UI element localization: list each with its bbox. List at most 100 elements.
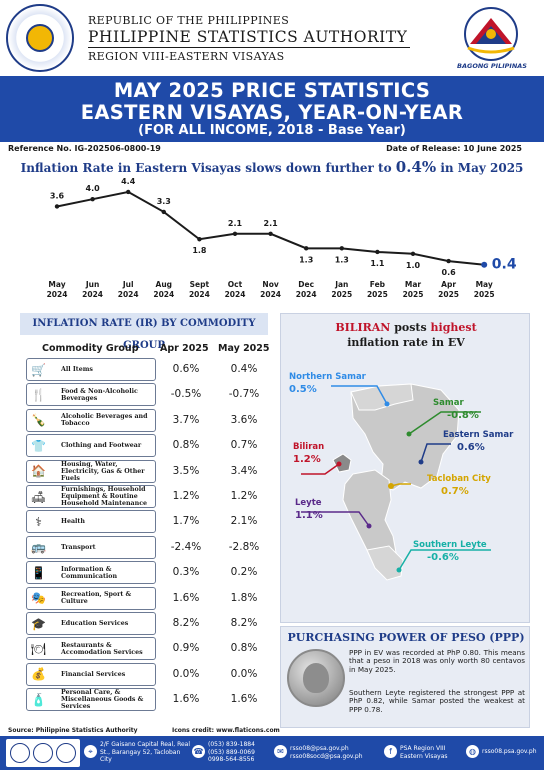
province-name: Biliran [293, 442, 325, 452]
source-note: Source: Philippine Statistics Authority [8, 727, 138, 734]
phone-icon: 📱 [31, 565, 46, 580]
province-name: Southern Leyte [413, 540, 487, 550]
title-line1: MAY 2025 PRICE STATISTICS [113, 79, 431, 102]
header-republic: REPUBLIC OF THE PHILIPPINES [88, 14, 290, 27]
footer-website[interactable]: rsso08.psa.gov.ph [482, 748, 537, 755]
apr-value: -0.5% [170, 388, 202, 401]
header-region: REGION VIII-EASTERN VISAYAS [88, 50, 285, 63]
may-value: 3.6% [230, 413, 258, 426]
data-point [339, 246, 344, 251]
x-tick-label: May 2024 [40, 280, 74, 300]
x-tick-month: Oct [227, 280, 243, 289]
commodity-label: Furnishings, Household Equipment & Routi… [61, 486, 148, 507]
personal-care-icon: 🧴 [31, 692, 46, 707]
footer-facebook[interactable]: PSA Region VIII Eastern Visayas [400, 745, 448, 760]
table-row: 💰 Financial Services [26, 662, 156, 686]
x-tick-month: Nov [262, 280, 279, 289]
data-point [90, 197, 95, 202]
province-value: 0.7% [441, 486, 469, 497]
restaurant-icon: 🍽 [30, 641, 47, 656]
ppp-paragraph-1: PPP in EV was recorded at PhP 0.80. This… [349, 648, 525, 674]
chart-svg: 3.6 4.0 4.4 3.3 1.8 2.1 2.1 1.3 1.3 1.1 1.0 0.6 0.4 [50, 177, 517, 277]
leader-eastern-samar [420, 443, 451, 463]
globe-icon: ◍ [466, 745, 479, 758]
email-icon: ✉ [274, 745, 287, 758]
inflation-line-chart: 3.6 4.0 4.4 3.3 1.8 2.1 2.1 1.3 1.3 1.1 1.0 0.6 0.4 [0, 172, 544, 302]
x-tick-year: 2024 [224, 290, 246, 299]
table-row: 🧴 Personal Care, & Miscellaneous Goods & … [26, 688, 156, 712]
may-value: 3.4% [230, 464, 258, 477]
table-row: 👕 Clothing and Footwear [26, 434, 156, 458]
apr-value: 3.5% [172, 464, 200, 477]
may-value: -0.7% [228, 388, 260, 401]
may-value: 0.2% [230, 566, 258, 579]
x-tick-label: Jun 2024 [76, 280, 110, 300]
x-tick-month: Dec [298, 280, 315, 289]
leader-southern-leyte [398, 549, 491, 571]
apr-value: 3.7% [172, 413, 200, 426]
commodity-label: Recreation, Sport & Culture [61, 591, 132, 606]
chart-headline: Inflation Rate in Eastern Visayas slows … [0, 158, 544, 176]
x-tick-label: Aug 2024 [147, 280, 181, 300]
header-agency: PHILIPPINE STATISTICS AUTHORITY [88, 28, 408, 46]
footer-emails[interactable]: rsso08@psa.gov.ph rsso08socd@psa.gov.ph [290, 745, 363, 760]
x-tick-month: May [48, 280, 66, 289]
data-point [54, 204, 60, 209]
table-row: 🎓 Education Services [26, 612, 156, 635]
data-label: 1.3 [299, 255, 313, 264]
data-point [126, 189, 131, 195]
data-label: 0.4 [492, 257, 517, 273]
commodity-label: Personal Care, & Miscellaneous Goods & S… [61, 689, 144, 711]
x-tick-month: Feb [369, 280, 386, 289]
x-tick-month: Jan [335, 280, 349, 289]
province-name: Eastern Samar [443, 430, 514, 440]
x-tick-year: 2025 [402, 290, 424, 299]
apr-value: 1.7% [172, 515, 200, 528]
map-title: BILIRAN posts highest inflation rate in … [281, 320, 531, 350]
commodity-label: Education Services [61, 620, 129, 627]
commodity-label: Information & Communication [61, 565, 118, 580]
table-row: 🚌 Transport [26, 535, 156, 559]
page-header: REPUBLIC OF THE PHILIPPINES PHILIPPINE S… [0, 0, 544, 76]
theater-icon: 🎭 [31, 591, 46, 606]
col-header-apr: Apr 2025 [160, 343, 209, 354]
footer-logo-2 [33, 743, 53, 763]
northern-samar-shape [350, 383, 414, 411]
inflation-series-line [56, 190, 485, 266]
col-header-may: May 2025 [218, 343, 270, 354]
seal-sun-icon [26, 24, 54, 52]
map-title-posts: posts [390, 321, 431, 334]
province-name: Leyte [295, 498, 322, 508]
shopping-cart-icon: 🛒 [31, 362, 46, 377]
x-tick-year: 2025 [438, 290, 460, 299]
x-tick-year: 2024 [82, 290, 104, 299]
table-row: 🍽 Restaurants & Accomodation Services [26, 637, 156, 661]
commodity-label: All Items [61, 366, 93, 373]
commodity-label: Housing, Water, Electricity, Gas & Other… [61, 460, 145, 482]
province-value: 1.1% [295, 510, 323, 521]
table-heading: INFLATION RATE (IR) BY COMMODITY GROUP [20, 313, 268, 351]
table-row: 📱 Information & Communication [26, 561, 156, 585]
x-tick-label: Apr 2025 [432, 280, 466, 300]
x-tick-label: Jan 2025 [325, 280, 359, 300]
apr-value: 1.6% [172, 591, 200, 604]
eastern-visayas-map [301, 383, 491, 581]
data-point [410, 251, 416, 256]
data-label: 3.3 [157, 197, 171, 206]
sofa-icon: 🛋 [30, 489, 47, 504]
health-icon: ⚕ [35, 514, 42, 529]
data-point [375, 249, 380, 255]
title-line2: EASTERN VISAYAS, YEAR-ON-YEAR [80, 101, 464, 124]
table-row: 🍾 Alcoholic Beverages and Tobacco [26, 408, 156, 432]
footer-logo-1 [10, 743, 30, 763]
x-tick-label: Sept 2024 [182, 280, 216, 300]
footer-phones: (053) 839-1884 (053) 889-0069 0998-564-8… [208, 741, 255, 763]
headline-value: 0.4% [395, 158, 437, 176]
samar-island-shape [350, 383, 460, 491]
data-label: 1.8 [192, 246, 207, 255]
footer: ⌖ 2/F Gaisano Capital Real, Real St., Ba… [0, 736, 544, 770]
province-value: 0.6% [457, 442, 485, 453]
x-tick-year: 2024 [46, 290, 68, 299]
x-tick-label: Mar 2025 [396, 280, 430, 300]
province-name: Northern Samar [289, 372, 366, 382]
